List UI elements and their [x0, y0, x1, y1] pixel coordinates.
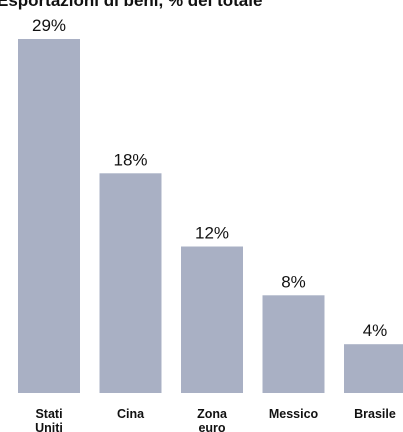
bars-group [18, 39, 403, 393]
category-label-2-line-1: euro [198, 421, 225, 432]
chart-title: Esportazioni di beni, % del totale [0, 0, 262, 10]
category-label-4: Brasile [354, 407, 396, 421]
value-label-0: 29% [32, 16, 66, 35]
bar-2 [181, 246, 243, 393]
value-label-4: 4% [363, 321, 388, 340]
category-label-0-line-1: Uniti [35, 421, 63, 432]
category-label-3: Messico [269, 407, 319, 421]
bar-0 [18, 39, 80, 393]
category-label-2-line-0: Zona [197, 407, 228, 421]
value-label-2: 12% [195, 224, 229, 243]
bar-1 [99, 173, 162, 393]
category-label-1: Cina [117, 407, 145, 421]
bar-4 [344, 344, 403, 393]
bar-3 [262, 295, 325, 393]
value-label-3: 8% [281, 272, 306, 291]
value-labels-group: 29% 18% 12% 8% 4% [32, 16, 387, 340]
category-label-0-line-0: Stati [35, 407, 62, 421]
value-label-1: 18% [113, 150, 147, 169]
